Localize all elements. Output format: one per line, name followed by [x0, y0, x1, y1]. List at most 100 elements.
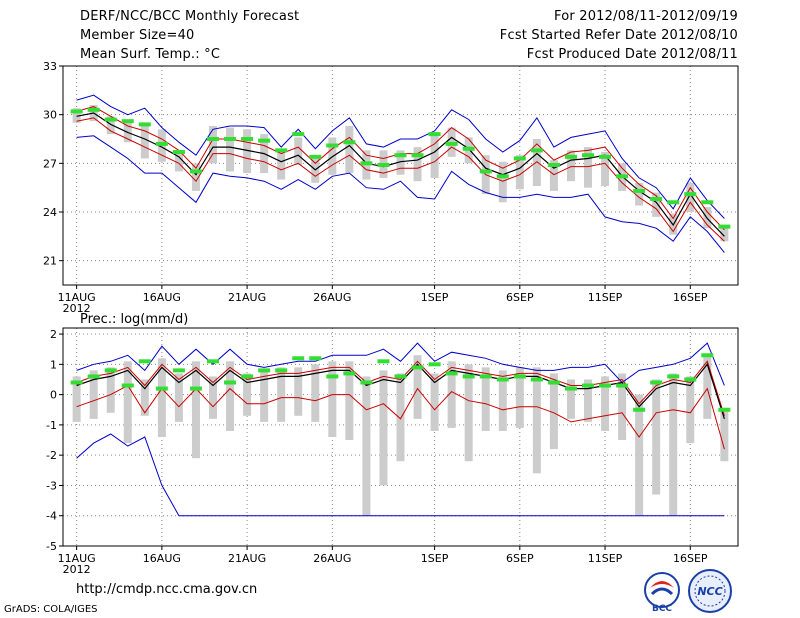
- spread-box: [447, 361, 456, 428]
- spread-box: [328, 361, 337, 437]
- spread-box: [106, 116, 115, 135]
- ncc-logo: NCC: [688, 569, 732, 613]
- data-marker: [275, 368, 288, 373]
- x-tick-label: 11SEP: [588, 291, 623, 304]
- spread-box: [294, 137, 303, 165]
- spread-box: [635, 394, 644, 516]
- x-tick-label: 21AUG: [228, 291, 266, 304]
- data-marker: [360, 380, 373, 385]
- spread-box: [243, 129, 252, 174]
- spread-box: [464, 364, 473, 462]
- data-marker: [104, 368, 117, 373]
- series-max-line: [76, 94, 725, 219]
- data-marker: [70, 380, 83, 385]
- title-right-3: Fcst Produced Date 2012/08/11: [526, 47, 738, 62]
- spread-box: [140, 124, 149, 159]
- y-tick-label: -2: [46, 449, 57, 462]
- spread-box: [396, 373, 405, 462]
- data-marker: [377, 162, 390, 167]
- data-marker: [172, 368, 185, 373]
- spread-box: [226, 361, 235, 431]
- data-marker: [564, 154, 577, 159]
- data-marker: [547, 162, 560, 167]
- title-left-3: Mean Surf. Temp.: °C: [80, 47, 221, 62]
- plot-frame: [62, 65, 739, 286]
- spread-box: [652, 192, 661, 217]
- data-marker: [462, 146, 475, 151]
- y-tick-label: 1: [50, 358, 57, 371]
- data-marker: [616, 174, 629, 179]
- x-tick-label: 26AUG: [313, 552, 351, 565]
- x-tick-label: 1SEP: [421, 291, 449, 304]
- data-marker: [292, 132, 305, 137]
- spread-box: [72, 376, 81, 422]
- spread-box: [226, 127, 235, 172]
- data-marker: [172, 149, 185, 154]
- spread-box: [498, 370, 507, 431]
- spread-box: [703, 355, 712, 419]
- source-url[interactable]: http://cmdp.ncc.cma.gov.cn: [76, 582, 258, 597]
- x-tick-label: 6SEP: [506, 552, 534, 565]
- data-marker: [684, 192, 697, 197]
- x-tick-label: 16SEP: [673, 291, 708, 304]
- y-tick-label: -1: [46, 419, 57, 432]
- data-marker: [667, 200, 680, 205]
- spread-box: [396, 150, 405, 175]
- data-marker: [360, 161, 373, 166]
- spread-box: [260, 370, 269, 422]
- data-marker: [701, 200, 714, 205]
- data-marker: [428, 132, 441, 137]
- spread-box: [498, 161, 507, 203]
- data-marker: [394, 153, 407, 158]
- spread-box: [720, 228, 729, 242]
- ncc-logo-text: NCC: [697, 585, 722, 598]
- data-marker: [224, 137, 237, 141]
- spread-box: [652, 379, 661, 495]
- y-tick-label: 24: [43, 206, 57, 219]
- x-tick-sublabel: 2012: [63, 563, 91, 576]
- series-upper-line: [76, 360, 725, 416]
- spread-box: [635, 182, 644, 206]
- data-marker: [650, 380, 663, 385]
- data-marker: [650, 197, 663, 202]
- data-marker: [343, 140, 356, 145]
- data-marker: [633, 407, 646, 412]
- spread-box: [72, 108, 81, 123]
- data-marker: [292, 356, 305, 361]
- x-tick-label: 21AUG: [228, 552, 266, 565]
- data-marker: [275, 148, 288, 153]
- series-lower-line: [76, 384, 725, 450]
- data-marker: [547, 380, 560, 385]
- series-mean-line: [76, 363, 725, 419]
- data-marker: [241, 374, 254, 379]
- spread-box: [294, 367, 303, 416]
- data-marker: [496, 377, 509, 382]
- data-marker: [343, 371, 356, 376]
- x-tick-label: 11SEP: [588, 552, 623, 565]
- data-marker: [207, 359, 219, 364]
- spread-box: [669, 373, 678, 516]
- spread-box: [413, 147, 422, 182]
- spread-box: [123, 361, 132, 444]
- series-min-line: [76, 135, 725, 253]
- title-right-1: For 2012/08/11-2012/09/19: [554, 9, 738, 24]
- spread-box: [686, 182, 695, 212]
- spread-box: [549, 373, 558, 450]
- data-marker: [241, 137, 254, 141]
- y-tick-label: 21: [43, 255, 57, 268]
- spread-box: [345, 361, 354, 441]
- spread-box: [481, 367, 490, 431]
- data-marker: [701, 353, 714, 358]
- y-tick-label: -3: [46, 479, 57, 492]
- spread-box: [566, 379, 575, 419]
- data-marker: [718, 224, 731, 229]
- spread-box: [243, 373, 252, 416]
- spread-box: [601, 151, 610, 187]
- data-marker: [258, 138, 271, 143]
- data-marker: [189, 386, 202, 391]
- y-tick-label: 0: [50, 389, 57, 402]
- data-marker: [121, 383, 134, 388]
- data-marker: [530, 148, 543, 153]
